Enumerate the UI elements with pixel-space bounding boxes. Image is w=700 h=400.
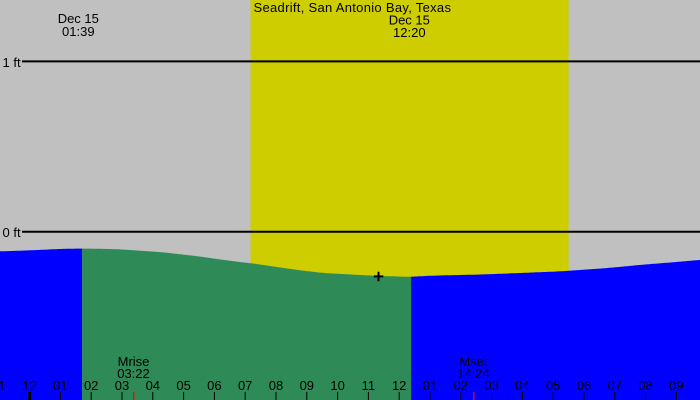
svg-text:05: 05 (176, 378, 190, 393)
svg-text:Mrise: Mrise (118, 354, 150, 369)
svg-text:06: 06 (577, 378, 591, 393)
svg-text:04: 04 (146, 378, 160, 393)
svg-text:06: 06 (207, 378, 221, 393)
svg-text:05: 05 (546, 378, 560, 393)
svg-text:03: 03 (484, 378, 498, 393)
svg-text:Dec 15: Dec 15 (389, 13, 430, 28)
svg-text:09: 09 (300, 378, 314, 393)
svg-text:Seadrift, San Antonio Bay, Tex: Seadrift, San Antonio Bay, Texas (254, 0, 452, 15)
svg-text:01: 01 (423, 378, 437, 393)
svg-text:14:24: 14:24 (457, 366, 490, 381)
svg-text:08: 08 (269, 378, 283, 393)
svg-text:01:39: 01:39 (62, 24, 95, 39)
svg-text:10: 10 (330, 378, 344, 393)
svg-text:0 ft: 0 ft (3, 225, 21, 240)
svg-text:02: 02 (454, 378, 468, 393)
svg-text:07: 07 (238, 378, 252, 393)
svg-text:04: 04 (515, 378, 529, 393)
svg-text:03:22: 03:22 (117, 366, 150, 381)
svg-text:09: 09 (669, 378, 683, 393)
svg-text:02: 02 (84, 378, 98, 393)
svg-text:11: 11 (362, 378, 376, 393)
svg-text:12: 12 (392, 378, 406, 393)
svg-text:08: 08 (638, 378, 652, 393)
svg-text:Mset: Mset (459, 354, 488, 369)
svg-text:03: 03 (115, 378, 129, 393)
svg-text:07: 07 (608, 378, 622, 393)
svg-text:11: 11 (0, 378, 6, 393)
svg-text:01: 01 (53, 378, 67, 393)
svg-text:12: 12 (22, 378, 36, 393)
svg-text:Dec 15: Dec 15 (58, 11, 99, 26)
svg-text:1 ft: 1 ft (3, 55, 21, 70)
svg-text:12:20: 12:20 (393, 25, 426, 40)
